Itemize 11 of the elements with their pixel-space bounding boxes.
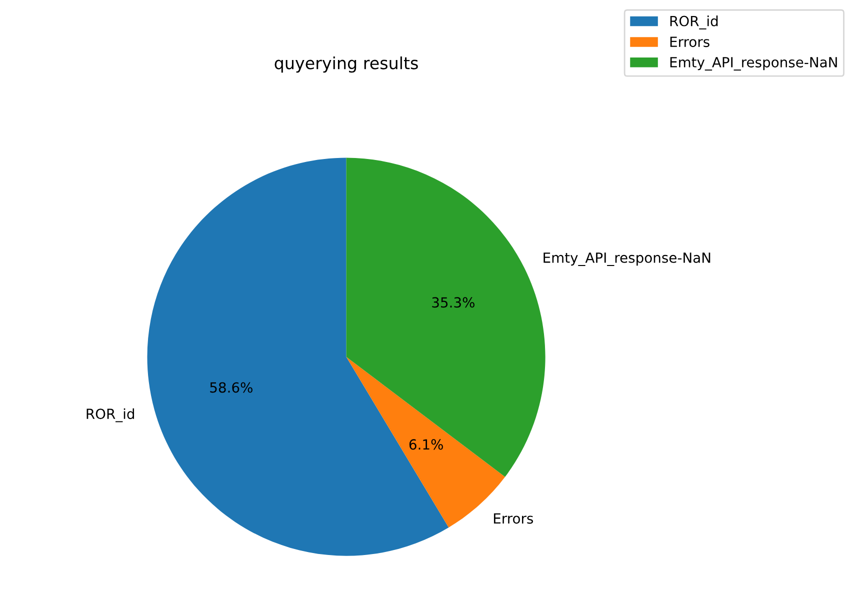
pie-slice <box>346 158 546 477</box>
data-label: 35.3% <box>432 297 474 308</box>
legend-label: Emty_API_response-NaN <box>670 57 837 71</box>
legend-label: ROR_id <box>670 16 718 30</box>
data-label: 6.1% <box>409 439 443 450</box>
text: quyerying results <box>274 56 418 73</box>
slice-label: Errors <box>494 513 534 524</box>
legend-label: Errors <box>670 36 710 48</box>
slice-label: ROR_id <box>86 408 134 422</box>
data-label: 58.6% <box>210 382 252 393</box>
slice-label: Emty_API_response-NaN <box>544 252 710 266</box>
